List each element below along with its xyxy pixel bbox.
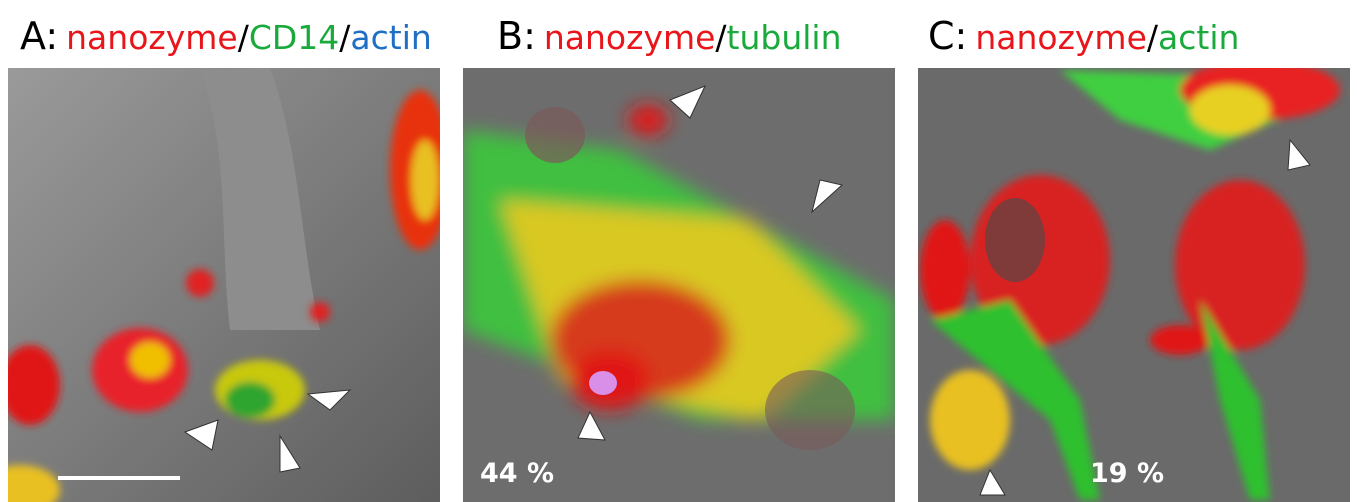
panel-annotation: 19 % [1090,458,1164,489]
stain-label: nanozyme [66,18,238,57]
separator: / [715,18,726,57]
stain-label: tubulin [727,18,842,57]
panel-c-image [918,60,1350,502]
separator: / [339,18,350,57]
panel-annotation: 44 % [480,458,554,489]
panel-letter: C: [928,14,967,58]
panel-title: B:nanozyme/tubulin [497,14,842,58]
stain-label: nanozyme [544,18,716,57]
separator: / [238,18,249,57]
stain-label: nanozyme [975,18,1147,57]
panel-letter: A: [20,14,58,58]
stain-label: actin [1158,18,1239,57]
panel-title: C:nanozyme/actin [928,14,1239,58]
panel-b-image [463,68,895,502]
figure: 44 % 19 % A:nanozyme/CD14/actin B:nanozy… [0,0,1357,502]
panel-letter: B: [497,14,536,58]
stain-label: actin [350,18,431,57]
separator: / [1147,18,1158,57]
stain-label: CD14 [249,18,339,57]
panels: 44 % 19 % [0,0,1357,502]
panel-a-image [0,68,450,502]
panel-title: A:nanozyme/CD14/actin [20,14,432,58]
